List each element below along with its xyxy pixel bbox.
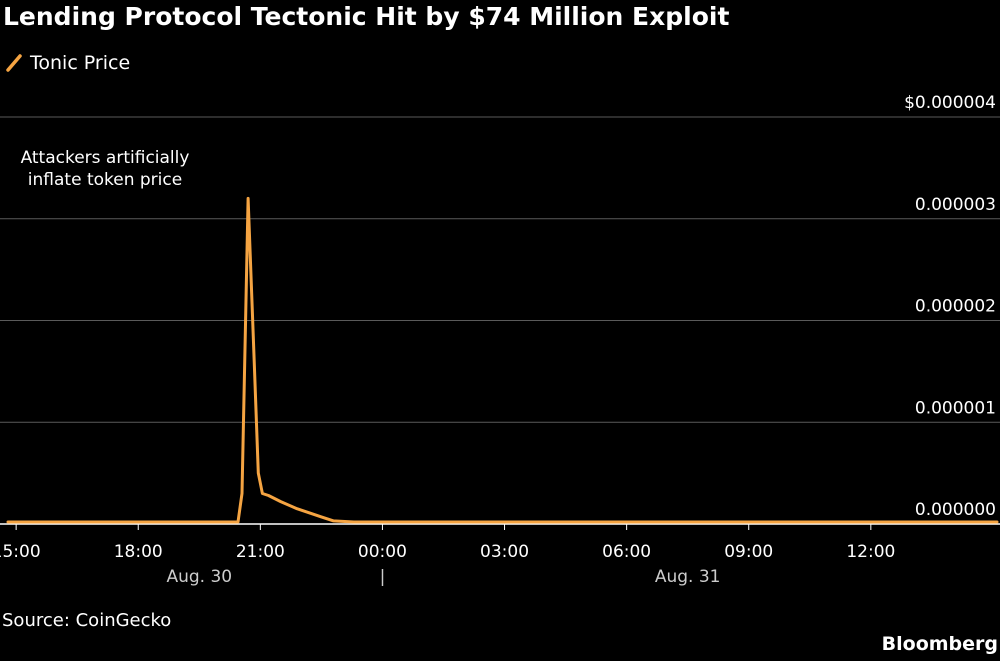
x-tick-label: 03:00 xyxy=(480,542,529,562)
y-tick-label: 0.000001 xyxy=(915,398,996,418)
series-line-tonic-price xyxy=(6,196,999,524)
legend-swatch-icon xyxy=(6,54,22,72)
legend-label: Tonic Price xyxy=(30,52,131,74)
day-separator: | xyxy=(380,567,386,587)
brand-logo: Bloomberg xyxy=(881,633,998,655)
source-note: Source: CoinGecko xyxy=(2,610,172,631)
y-tick-label: 0.000002 xyxy=(915,297,996,317)
annotation-text: Attackers artificially xyxy=(21,148,190,168)
chart-title: Lending Protocol Tectonic Hit by $74 Mil… xyxy=(3,2,730,31)
y-tick-label: $0.000004 xyxy=(904,93,996,113)
x-tick-label: 15:00 xyxy=(0,542,41,562)
x-tick-label: 21:00 xyxy=(236,542,285,562)
x-tick-label: 00:00 xyxy=(358,542,407,562)
x-tick-label: 18:00 xyxy=(114,542,163,562)
annotation-text: inflate token price xyxy=(28,170,182,190)
x-tick-label: 06:00 xyxy=(602,542,651,562)
legend: Tonic Price xyxy=(6,50,130,76)
x-date-label: Aug. 31 xyxy=(655,567,721,587)
x-tick-label: 12:00 xyxy=(846,542,895,562)
x-tick-label: 09:00 xyxy=(724,542,773,562)
x-date-label: Aug. 30 xyxy=(166,567,232,587)
y-tick-label: 0.000003 xyxy=(915,195,996,215)
y-tick-label: 0.000000 xyxy=(915,500,996,520)
